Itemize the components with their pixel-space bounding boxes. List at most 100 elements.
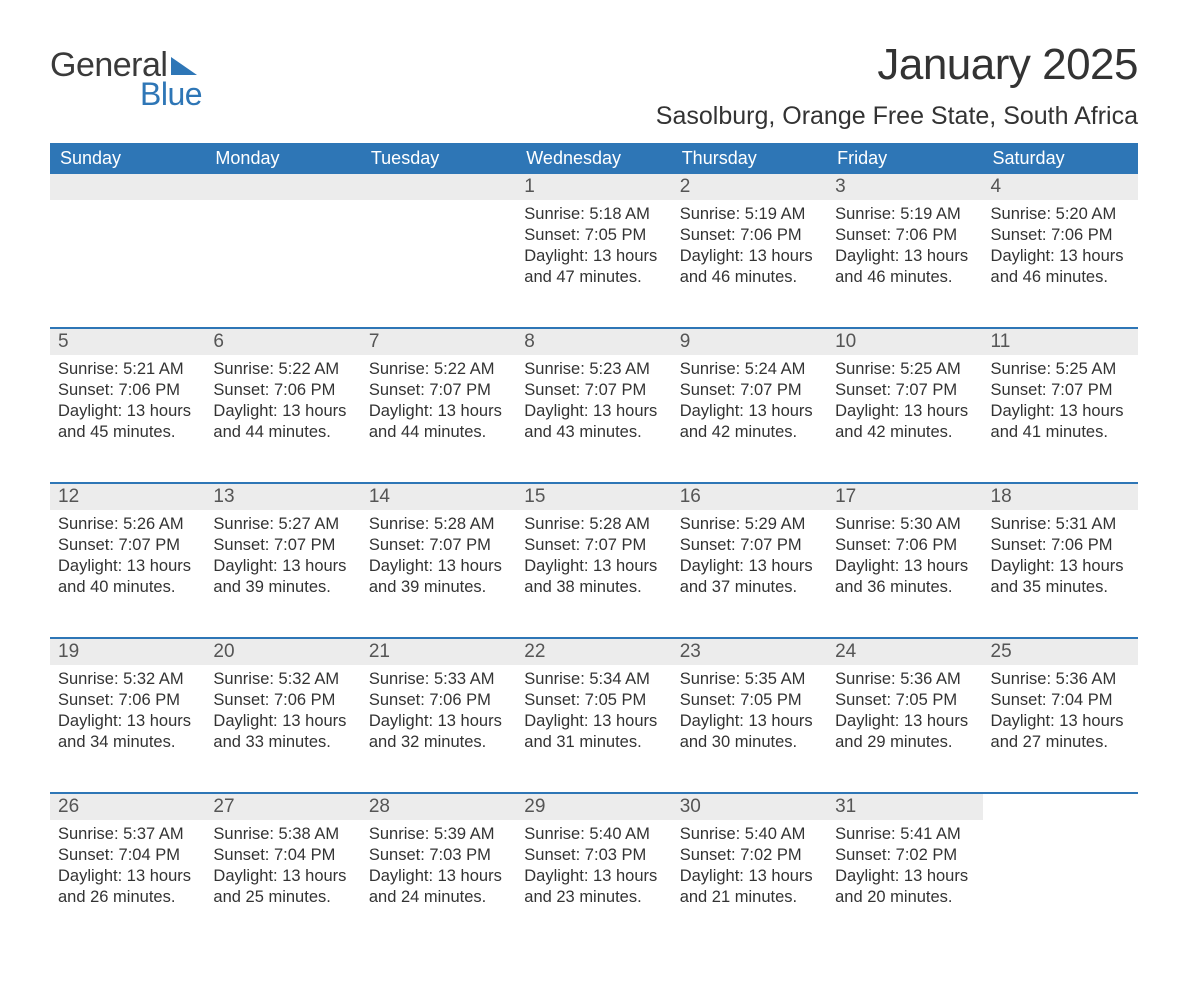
day-number-cell: 19: [50, 638, 205, 665]
weekday-header: Wednesday: [516, 143, 671, 174]
sunrise-text: Sunrise: 5:33 AM: [369, 669, 508, 690]
day-number-cell: 25: [983, 638, 1138, 665]
day-content-cell: Sunrise: 5:29 AMSunset: 7:07 PMDaylight:…: [672, 510, 827, 638]
calendar-body: 1234Sunrise: 5:18 AMSunset: 7:05 PMDayli…: [50, 174, 1138, 948]
sunset-text: Sunset: 7:02 PM: [835, 845, 974, 866]
sunrise-text: Sunrise: 5:20 AM: [991, 204, 1130, 225]
day-number-cell: 13: [205, 483, 360, 510]
daylight-text: Daylight: 13 hours and 46 minutes.: [835, 246, 974, 288]
weekday-header: Monday: [205, 143, 360, 174]
sunset-text: Sunset: 7:06 PM: [369, 690, 508, 711]
daylight-text: Daylight: 13 hours and 45 minutes.: [58, 401, 197, 443]
day-number-row: 262728293031: [50, 793, 1138, 820]
daylight-text: Daylight: 13 hours and 36 minutes.: [835, 556, 974, 598]
daylight-text: Daylight: 13 hours and 26 minutes.: [58, 866, 197, 908]
sunrise-text: Sunrise: 5:32 AM: [213, 669, 352, 690]
day-content-row: Sunrise: 5:18 AMSunset: 7:05 PMDaylight:…: [50, 200, 1138, 328]
day-number-row: 1234: [50, 174, 1138, 200]
title-block: January 2025 Sasolburg, Orange Free Stat…: [656, 40, 1138, 131]
day-content-cell: Sunrise: 5:19 AMSunset: 7:06 PMDaylight:…: [672, 200, 827, 328]
sunset-text: Sunset: 7:06 PM: [991, 225, 1130, 246]
daylight-text: Daylight: 13 hours and 20 minutes.: [835, 866, 974, 908]
sunrise-text: Sunrise: 5:40 AM: [524, 824, 663, 845]
day-number-cell: 11: [983, 328, 1138, 355]
sunrise-text: Sunrise: 5:19 AM: [835, 204, 974, 225]
sunset-text: Sunset: 7:07 PM: [835, 380, 974, 401]
sunrise-text: Sunrise: 5:25 AM: [991, 359, 1130, 380]
daylight-text: Daylight: 13 hours and 39 minutes.: [213, 556, 352, 598]
day-content-cell: Sunrise: 5:30 AMSunset: 7:06 PMDaylight:…: [827, 510, 982, 638]
sunset-text: Sunset: 7:05 PM: [680, 690, 819, 711]
day-number-cell: 2: [672, 174, 827, 200]
logo-word2: Blue: [50, 78, 202, 110]
day-content-cell: Sunrise: 5:39 AMSunset: 7:03 PMDaylight:…: [361, 820, 516, 948]
day-number-row: 12131415161718: [50, 483, 1138, 510]
daylight-text: Daylight: 13 hours and 37 minutes.: [680, 556, 819, 598]
calendar-page: General Blue January 2025 Sasolburg, Ora…: [0, 0, 1188, 988]
sunrise-text: Sunrise: 5:21 AM: [58, 359, 197, 380]
daylight-text: Daylight: 13 hours and 47 minutes.: [524, 246, 663, 288]
sunrise-text: Sunrise: 5:36 AM: [991, 669, 1130, 690]
day-number-cell: 17: [827, 483, 982, 510]
sunrise-text: Sunrise: 5:37 AM: [58, 824, 197, 845]
logo: General Blue: [50, 40, 202, 110]
day-number-cell: 4: [983, 174, 1138, 200]
day-content-cell: [361, 200, 516, 328]
sunset-text: Sunset: 7:03 PM: [524, 845, 663, 866]
sunrise-text: Sunrise: 5:24 AM: [680, 359, 819, 380]
sunset-text: Sunset: 7:04 PM: [58, 845, 197, 866]
daylight-text: Daylight: 13 hours and 27 minutes.: [991, 711, 1130, 753]
sunrise-text: Sunrise: 5:25 AM: [835, 359, 974, 380]
day-content-cell: Sunrise: 5:19 AMSunset: 7:06 PMDaylight:…: [827, 200, 982, 328]
sunset-text: Sunset: 7:07 PM: [369, 535, 508, 556]
sunrise-text: Sunrise: 5:23 AM: [524, 359, 663, 380]
daylight-text: Daylight: 13 hours and 35 minutes.: [991, 556, 1130, 598]
sunrise-text: Sunrise: 5:40 AM: [680, 824, 819, 845]
day-content-cell: Sunrise: 5:25 AMSunset: 7:07 PMDaylight:…: [983, 355, 1138, 483]
day-content-cell: Sunrise: 5:41 AMSunset: 7:02 PMDaylight:…: [827, 820, 982, 948]
weekday-header: Friday: [827, 143, 982, 174]
day-content-cell: Sunrise: 5:23 AMSunset: 7:07 PMDaylight:…: [516, 355, 671, 483]
day-number-cell: 10: [827, 328, 982, 355]
sunrise-text: Sunrise: 5:39 AM: [369, 824, 508, 845]
day-content-cell: Sunrise: 5:37 AMSunset: 7:04 PMDaylight:…: [50, 820, 205, 948]
day-number-cell: [205, 174, 360, 200]
sunrise-text: Sunrise: 5:19 AM: [680, 204, 819, 225]
daylight-text: Daylight: 13 hours and 42 minutes.: [835, 401, 974, 443]
sunrise-text: Sunrise: 5:30 AM: [835, 514, 974, 535]
sunrise-text: Sunrise: 5:34 AM: [524, 669, 663, 690]
day-number-row: 19202122232425: [50, 638, 1138, 665]
day-content-row: Sunrise: 5:26 AMSunset: 7:07 PMDaylight:…: [50, 510, 1138, 638]
sunrise-text: Sunrise: 5:28 AM: [524, 514, 663, 535]
daylight-text: Daylight: 13 hours and 38 minutes.: [524, 556, 663, 598]
sunrise-text: Sunrise: 5:22 AM: [369, 359, 508, 380]
sunset-text: Sunset: 7:05 PM: [835, 690, 974, 711]
sunrise-text: Sunrise: 5:36 AM: [835, 669, 974, 690]
day-content-cell: Sunrise: 5:21 AMSunset: 7:06 PMDaylight:…: [50, 355, 205, 483]
sunset-text: Sunset: 7:05 PM: [524, 225, 663, 246]
day-content-cell: Sunrise: 5:36 AMSunset: 7:05 PMDaylight:…: [827, 665, 982, 793]
sunrise-text: Sunrise: 5:41 AM: [835, 824, 974, 845]
day-number-cell: 27: [205, 793, 360, 820]
sunset-text: Sunset: 7:06 PM: [213, 690, 352, 711]
location: Sasolburg, Orange Free State, South Afri…: [656, 102, 1138, 131]
day-content-row: Sunrise: 5:21 AMSunset: 7:06 PMDaylight:…: [50, 355, 1138, 483]
daylight-text: Daylight: 13 hours and 29 minutes.: [835, 711, 974, 753]
day-content-cell: Sunrise: 5:31 AMSunset: 7:06 PMDaylight:…: [983, 510, 1138, 638]
daylight-text: Daylight: 13 hours and 46 minutes.: [991, 246, 1130, 288]
day-number-cell: 26: [50, 793, 205, 820]
day-number-cell: 30: [672, 793, 827, 820]
day-content-row: Sunrise: 5:32 AMSunset: 7:06 PMDaylight:…: [50, 665, 1138, 793]
weekday-header: Thursday: [672, 143, 827, 174]
day-content-cell: Sunrise: 5:32 AMSunset: 7:06 PMDaylight:…: [205, 665, 360, 793]
sunset-text: Sunset: 7:04 PM: [213, 845, 352, 866]
sunset-text: Sunset: 7:06 PM: [680, 225, 819, 246]
day-content-cell: Sunrise: 5:33 AMSunset: 7:06 PMDaylight:…: [361, 665, 516, 793]
weekday-header-row: Sunday Monday Tuesday Wednesday Thursday…: [50, 143, 1138, 174]
daylight-text: Daylight: 13 hours and 21 minutes.: [680, 866, 819, 908]
day-number-cell: 24: [827, 638, 982, 665]
day-number-cell: [983, 793, 1138, 820]
daylight-text: Daylight: 13 hours and 30 minutes.: [680, 711, 819, 753]
sunset-text: Sunset: 7:07 PM: [58, 535, 197, 556]
daylight-text: Daylight: 13 hours and 32 minutes.: [369, 711, 508, 753]
